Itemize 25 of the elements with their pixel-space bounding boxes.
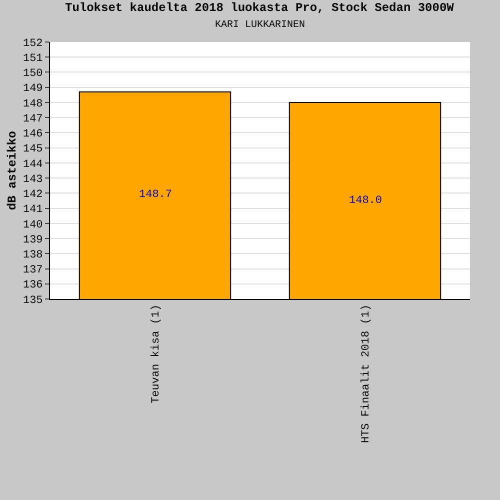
x-tick-label: Teuvan kisa (1) [150, 304, 163, 404]
y-tick-label: 135 [22, 294, 43, 307]
y-tick-label: 139 [22, 234, 43, 246]
x-tick-label: HTS Finaalit 2018 (1) [360, 304, 373, 444]
y-tick-label: 150 [22, 68, 43, 80]
y-tick-label: 143 [22, 174, 43, 186]
y-tick-label: 137 [22, 264, 43, 277]
y-tick-label: 142 [22, 189, 43, 202]
y-tick-label: 149 [22, 83, 43, 96]
y-tick-label: 148 [22, 98, 43, 110]
y-tick-label: 140 [22, 219, 43, 232]
y-tick-label: 144 [22, 158, 44, 171]
y-tick-label: 152 [22, 38, 43, 50]
y-tick-label: 141 [22, 204, 44, 216]
y-tick-label: 136 [22, 280, 43, 292]
y-tick-label: 151 [22, 52, 44, 65]
chart-title: Tulokset kaudelta 2018 luokasta Pro, Stock Sedan 3000W [65, 1, 455, 15]
data-label: 148.7 [139, 189, 172, 201]
y-axis-title: dB asteikko [5, 130, 20, 210]
y-tick-label: 145 [22, 144, 43, 156]
data-label: 148.0 [349, 195, 382, 207]
y-tick-label: 146 [22, 128, 43, 141]
y-tick-label: 138 [22, 250, 43, 262]
chart-subtitle: KARI LUKKARINEN [215, 20, 306, 31]
y-tick-label: 147 [22, 113, 43, 126]
